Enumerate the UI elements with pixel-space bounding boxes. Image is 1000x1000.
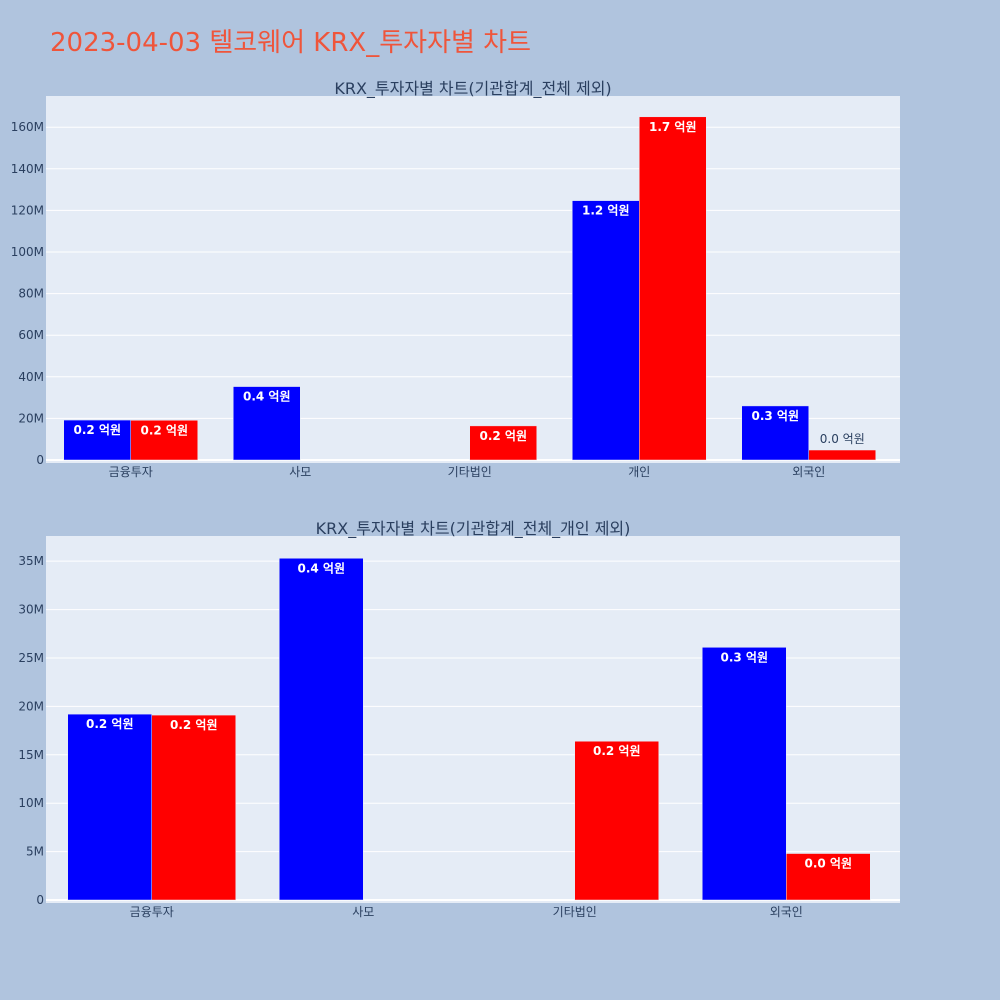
data-label: 0.3 억원 — [720, 650, 768, 664]
y-tick-label: 35M — [18, 554, 44, 568]
data-label: 0.2 억원 — [140, 423, 188, 437]
bar — [469, 425, 537, 461]
y-tick-label: 120M — [11, 203, 44, 217]
y-tick-label: 20M — [18, 411, 44, 425]
y-tick-label: 0 — [36, 453, 44, 467]
x-tick-label: 사모 — [352, 905, 374, 919]
bar — [574, 740, 659, 901]
y-tick-label: 100M — [11, 245, 44, 259]
y-tick-label: 0 — [36, 893, 44, 907]
bar — [639, 116, 707, 461]
data-label: 1.2 억원 — [582, 204, 630, 218]
data-label: 0.2 억원 — [593, 744, 641, 758]
bar — [741, 405, 809, 461]
bar — [702, 647, 787, 901]
bar — [279, 558, 364, 901]
x-tick-label: 기타법인 — [553, 905, 597, 919]
data-label: 0.2 억원 — [479, 429, 527, 443]
y-tick-label: 30M — [18, 603, 44, 617]
bar — [151, 714, 236, 901]
data-label: 0.2 억원 — [170, 718, 218, 732]
bar — [63, 419, 131, 461]
y-tick-label: 20M — [18, 699, 44, 713]
data-label: 1.7 억원 — [649, 120, 697, 134]
chart-1: 0 20M 40M 60M 80M 100M 120M 140M 160M 0.2 억원 0.2 억… — [11, 79, 900, 479]
data-label: 0.0 억원 — [820, 432, 865, 446]
y-tick-label: 5M — [26, 845, 44, 859]
data-label: 0.2 억원 — [73, 423, 121, 437]
x-tick-label: 개인 — [628, 465, 650, 479]
data-label: 0.3 억원 — [751, 409, 799, 423]
y-tick-label: 10M — [18, 796, 44, 810]
y-tick-label: 40M — [18, 370, 44, 384]
y-tick-label: 25M — [18, 651, 44, 665]
chart-title: KRX_투자자별 차트(기관합계_전체 제외) — [334, 79, 611, 99]
data-label: 0.4 억원 — [297, 561, 345, 575]
bar — [572, 200, 640, 461]
y-tick-label: 60M — [18, 328, 44, 342]
bar — [786, 853, 871, 901]
data-label: 0.2 억원 — [86, 717, 134, 731]
y-tick-label: 80M — [18, 287, 44, 301]
x-tick-label: 외국인 — [792, 465, 825, 479]
bar — [130, 420, 198, 461]
bar — [808, 449, 876, 461]
x-tick-label: 기타법인 — [448, 465, 492, 479]
x-tick-label: 외국인 — [770, 905, 803, 919]
y-tick-label: 15M — [18, 748, 44, 762]
y-tick-label: 140M — [11, 162, 44, 176]
page-title: 2023-04-03 텔코웨어 KRX_투자자별 차트 — [50, 28, 532, 58]
bar — [233, 386, 301, 461]
bar — [67, 713, 152, 901]
plot-area — [46, 96, 900, 463]
chart-title: KRX_투자자별 차트(기관합계_전체_개인 제외) — [316, 519, 631, 539]
y-tick-label: 160M — [11, 120, 44, 134]
data-label: 0.4 억원 — [243, 390, 291, 404]
x-tick-label: 사모 — [289, 465, 311, 479]
data-label: 0.0 억원 — [804, 857, 852, 871]
x-tick-label: 금융투자 — [130, 905, 174, 919]
x-tick-label: 금융투자 — [109, 465, 153, 479]
